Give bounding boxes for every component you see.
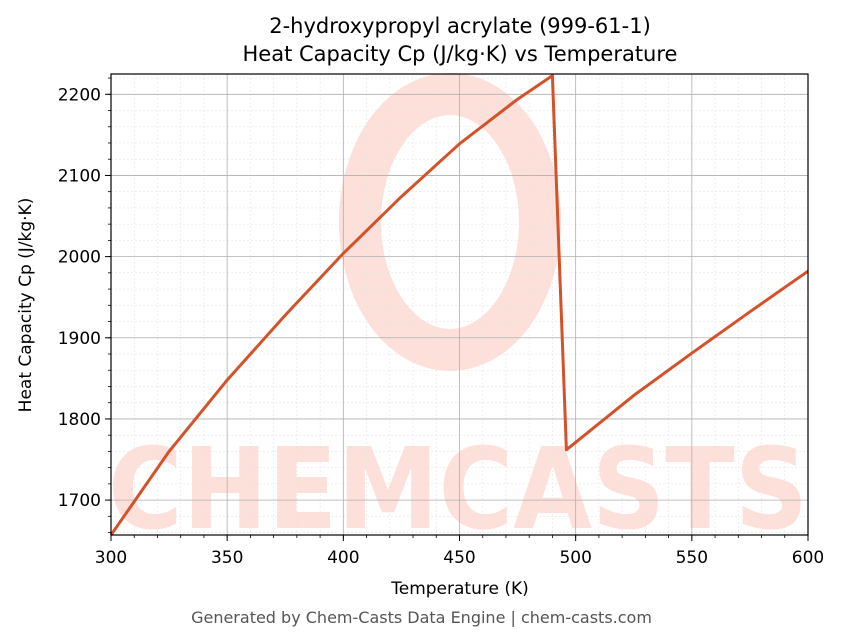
x-tick-label: 450	[443, 548, 475, 568]
y-tick-label: 2000	[58, 248, 101, 268]
y-tick-label: 1800	[58, 410, 101, 430]
y-axis-label: Heat Capacity Cp (J/kg·K)	[16, 198, 36, 413]
x-tick-label: 400	[327, 548, 359, 568]
x-tick-label: 550	[676, 548, 708, 568]
x-tick-label: 350	[211, 548, 243, 568]
footer-credit: Generated by Chem-Casts Data Engine | ch…	[0, 608, 843, 627]
watermark-logo-ring	[360, 94, 540, 350]
y-tick-label: 1700	[58, 491, 101, 511]
x-tick-label: 300	[95, 548, 127, 568]
y-tick-label: 1900	[58, 329, 101, 349]
x-tick-label: 500	[559, 548, 591, 568]
chart-title-line2: Heat Capacity Cp (J/kg·K) vs Temperature	[243, 42, 678, 66]
y-tick-label: 2200	[58, 85, 101, 105]
y-axis-ticks: 1700 1800 1900 2000 2100 2200	[58, 78, 111, 533]
x-tick-label: 600	[792, 548, 824, 568]
chart-title-line1: 2-hydroxypropyl acrylate (999-61-1)	[269, 14, 651, 38]
y-tick-label: 2100	[58, 166, 101, 186]
x-axis-label: Temperature (K)	[390, 579, 529, 599]
chemcasts-watermark: CHEMCASTS	[108, 94, 808, 555]
